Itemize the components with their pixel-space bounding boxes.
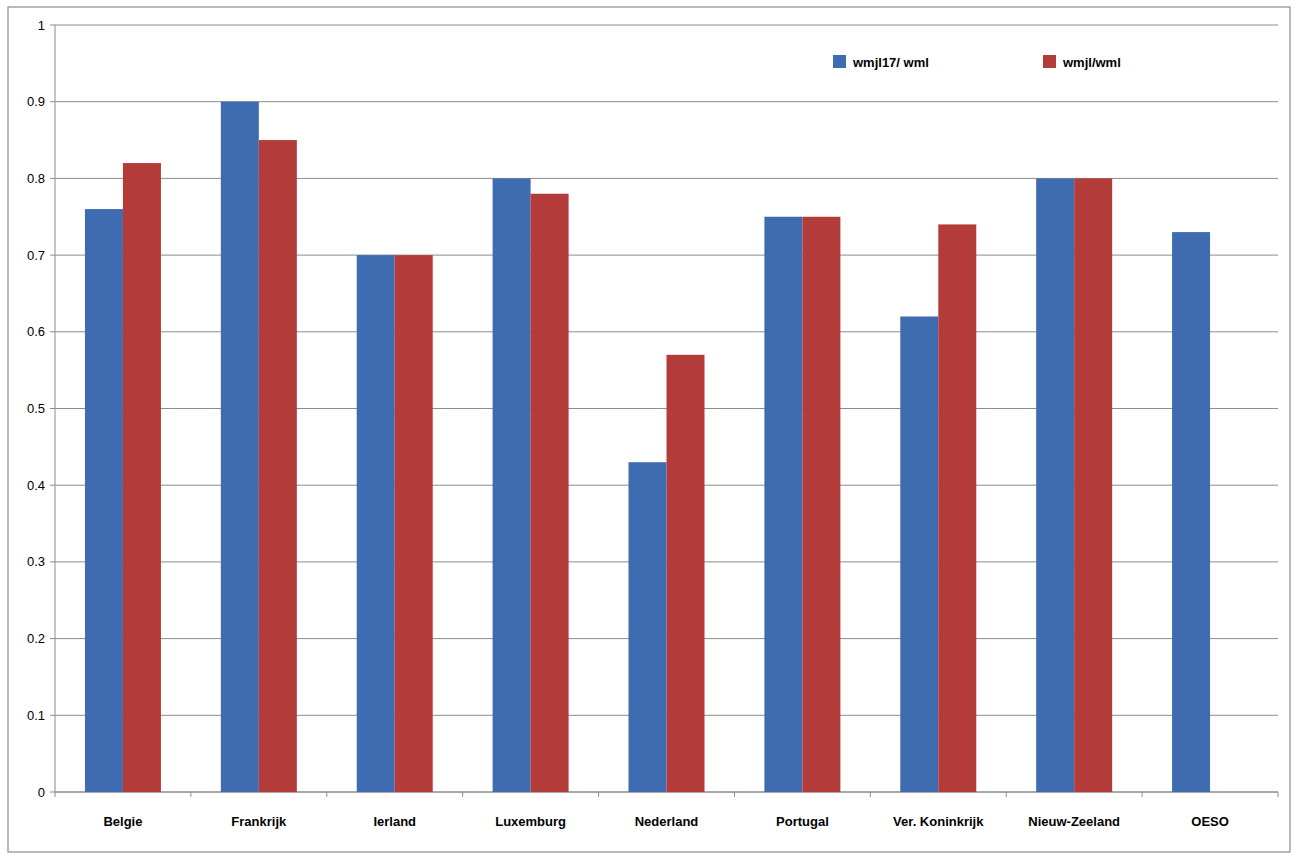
bar (1074, 178, 1112, 792)
y-tick (50, 638, 55, 639)
y-tick (50, 255, 55, 256)
x-tick (598, 792, 599, 797)
bars (85, 102, 1210, 792)
y-tick-label: 0.5 (27, 401, 45, 416)
x-tick-label: Belgie (103, 814, 142, 829)
x-tick (1142, 792, 1143, 797)
y-tick (50, 715, 55, 716)
y-tick-label: 0.7 (27, 248, 45, 263)
y-tick (50, 408, 55, 409)
y-tick-label: 1 (38, 18, 45, 33)
y-tick (50, 178, 55, 179)
legend-swatch (1043, 55, 1056, 68)
bar (493, 178, 531, 792)
y-axis (55, 25, 56, 792)
y-tick (50, 25, 55, 26)
chart-container: 0 0.1 0.2 0.3 0.4 0.5 0.6 0.7 0.8 0.9 1 Belgie Frank… (0, 0, 1299, 857)
x-tick (190, 792, 191, 797)
bar (85, 209, 123, 792)
legend-label: wmjl/wml (1062, 55, 1121, 70)
x-tick-label: Frankrijk (231, 814, 287, 829)
x-tick (870, 792, 871, 797)
bar (764, 217, 802, 792)
bar (1036, 178, 1074, 792)
x-tick-label: Ver. Koninkrijk (893, 814, 984, 829)
x-tick-label: Luxemburg (495, 814, 566, 829)
y-tick-label: 0.1 (27, 708, 45, 723)
y-tick (50, 331, 55, 332)
x-tick (1006, 792, 1007, 797)
y-tick (50, 561, 55, 562)
x-tick-label: Portugal (776, 814, 829, 829)
bar (1172, 232, 1210, 792)
x-tick (326, 792, 327, 797)
x-tick (1278, 792, 1279, 797)
x-tick-label: Nederland (635, 814, 699, 829)
bar (629, 462, 667, 792)
y-tick-label: 0.2 (27, 631, 45, 646)
x-tick (55, 792, 56, 797)
bar (259, 140, 297, 792)
legend-label: wmjl17/ wml (852, 55, 929, 70)
x-tick-label: Nieuw-Zeeland (1028, 814, 1120, 829)
bar (123, 163, 161, 792)
y-tick (50, 101, 55, 102)
y-tick-label: 0 (38, 785, 45, 800)
bar (221, 102, 259, 792)
x-tick (734, 792, 735, 797)
bar (667, 355, 705, 792)
y-tick-label: 0.9 (27, 94, 45, 109)
bar (357, 255, 395, 792)
bar (900, 316, 938, 792)
y-tick-label: 0.8 (27, 171, 45, 186)
legend-swatch (833, 55, 846, 68)
bar (395, 255, 433, 792)
y-tick-label: 0.3 (27, 554, 45, 569)
x-tick (462, 792, 463, 797)
grid-line (55, 25, 1278, 26)
bar (938, 224, 976, 792)
chart-frame (8, 7, 1290, 852)
y-tick (50, 485, 55, 486)
x-tick-label: Ierland (373, 814, 416, 829)
chart-svg: 0 0.1 0.2 0.3 0.4 0.5 0.6 0.7 0.8 0.9 1 Belgie Frank… (0, 0, 1299, 857)
y-tick (50, 792, 55, 793)
bar (802, 217, 840, 792)
bar (531, 194, 569, 792)
y-tick-label: 0.6 (27, 324, 45, 339)
x-tick-label: OESO (1191, 814, 1229, 829)
y-tick-label: 0.4 (27, 478, 45, 493)
